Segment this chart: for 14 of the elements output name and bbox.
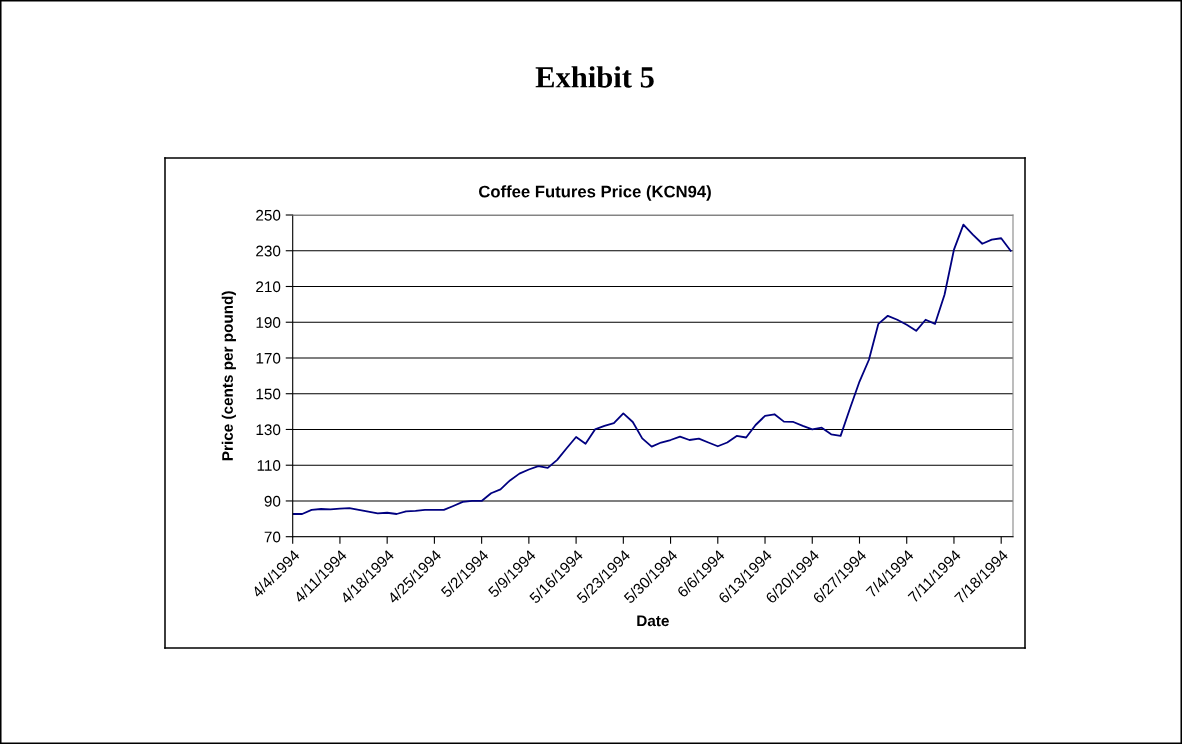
chart-subtitle: Coffee Futures Price (KCN94)	[479, 185, 711, 201]
y-tick-label: 210	[256, 281, 281, 293]
y-tick-label: 250	[256, 209, 281, 221]
y-tick-label: 230	[256, 245, 281, 257]
y-tick-label: 110	[257, 460, 281, 471]
y-tick-label: 170	[256, 352, 281, 364]
chart-title: Exhibit 5	[535, 66, 654, 88]
y-axis-title: Price (cents per pound)	[221, 291, 236, 461]
y-tick-label: 190	[256, 317, 281, 328]
y-tick-label: 130	[256, 424, 281, 436]
y-tick-label: 70	[264, 531, 281, 543]
y-tick-label: 150	[256, 388, 281, 400]
y-tick-label: 90	[264, 495, 281, 507]
x-axis-title: Date	[637, 615, 669, 627]
